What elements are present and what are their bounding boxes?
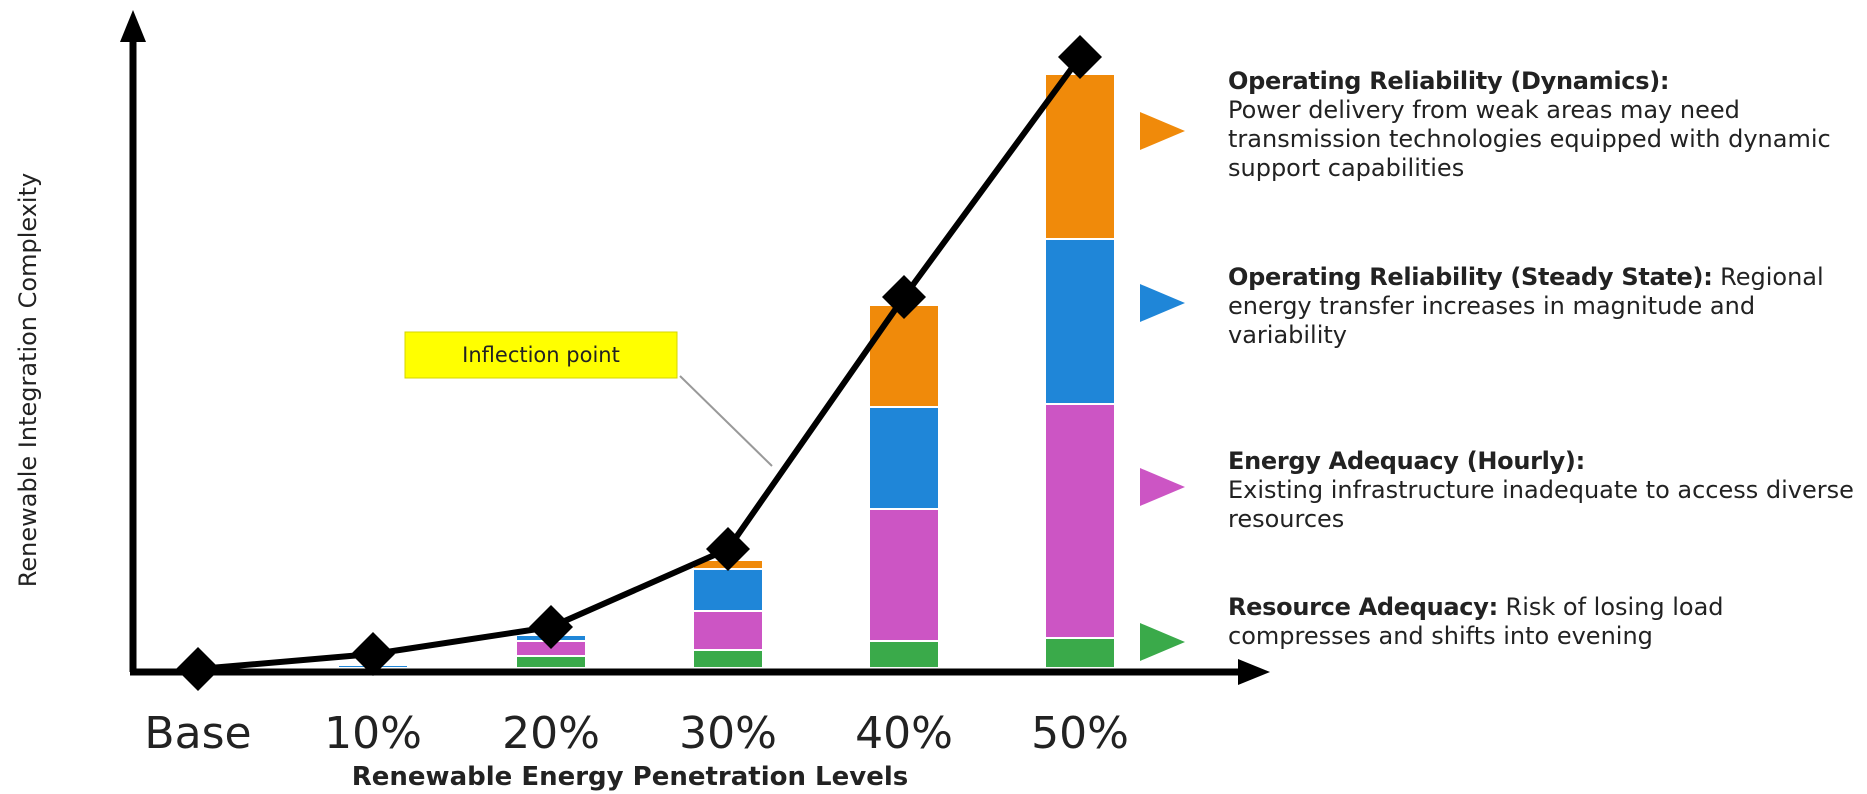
bar-segment — [1046, 639, 1114, 667]
inflection-leader-line — [679, 375, 773, 467]
x-tick-label: 10% — [324, 708, 422, 759]
bar-segment — [1046, 405, 1114, 637]
line-point-marker — [351, 632, 395, 676]
bar-segment — [870, 306, 938, 406]
note-body: Existing infrastructure inadequate to ac… — [1228, 476, 1854, 533]
note-operating-reliability-steady-state: Operating Reliability (Steady State): Re… — [1228, 263, 1858, 350]
y-axis-label: Renewable Integration Complexity — [14, 173, 42, 587]
note-title: Operating Reliability (Steady State): — [1228, 263, 1713, 291]
legend-marker-triangle — [1140, 468, 1185, 506]
x-tick-label: Base — [144, 708, 251, 759]
complexity-line-path — [197, 55, 1083, 672]
bar-segment — [870, 642, 938, 667]
bar-segment — [1046, 75, 1114, 238]
note-resource-adequacy: Resource Adequacy: Risk of losing load c… — [1228, 593, 1858, 651]
bar-group — [339, 75, 1114, 667]
line-point-marker — [1058, 35, 1102, 79]
bar-segment — [870, 408, 938, 508]
x-tick-labels: Base 10% 20% 30% 40% 50% — [144, 708, 1128, 759]
legend-markers — [1140, 112, 1185, 661]
inflection-callout-box — [404, 331, 678, 379]
line-point-marker — [882, 275, 926, 319]
y-axis-arrowhead — [120, 10, 146, 42]
x-axis-arrowhead — [1238, 659, 1270, 685]
legend-marker-triangle — [1140, 112, 1185, 150]
bar-segment — [517, 657, 585, 667]
bar-segment — [870, 510, 938, 640]
legend-marker-triangle — [1140, 284, 1185, 322]
x-tick-label: 40% — [855, 708, 953, 759]
x-tick-label: 20% — [502, 708, 600, 759]
note-body: Power delivery from weak areas may need … — [1228, 96, 1831, 182]
note-title: Energy Adequacy (Hourly): — [1228, 447, 1585, 475]
x-tick-label: 30% — [679, 708, 777, 759]
note-body: Regional energy transfer increases in ma… — [1228, 263, 1824, 349]
complexity-line — [176, 35, 1102, 691]
note-energy-adequacy-hourly: Energy Adequacy (Hourly): Existing infra… — [1228, 447, 1858, 534]
note-title: Resource Adequacy: — [1228, 593, 1498, 621]
bar-segment — [694, 612, 762, 649]
inflection-leader — [679, 375, 773, 467]
legend-marker-triangle — [1140, 623, 1185, 661]
line-point-marker — [706, 527, 750, 571]
bar-segment — [694, 570, 762, 610]
note-operating-reliability-dynamics: Operating Reliability (Dynamics): Power … — [1228, 67, 1858, 183]
line-point-marker — [176, 647, 220, 691]
note-body: Risk of losing load compresses and shift… — [1228, 593, 1724, 650]
x-axis-label: Renewable Energy Penetration Levels — [352, 762, 908, 792]
inflection-callout-text: Inflection point — [462, 343, 620, 367]
x-tick-label: 50% — [1031, 708, 1129, 759]
axes — [120, 10, 1270, 685]
line-point-marker — [529, 605, 573, 649]
inflection-callout: Inflection point — [404, 331, 678, 379]
note-title: Operating Reliability (Dynamics): — [1228, 67, 1670, 95]
bar-segment — [694, 651, 762, 667]
bar-segment — [1046, 240, 1114, 403]
